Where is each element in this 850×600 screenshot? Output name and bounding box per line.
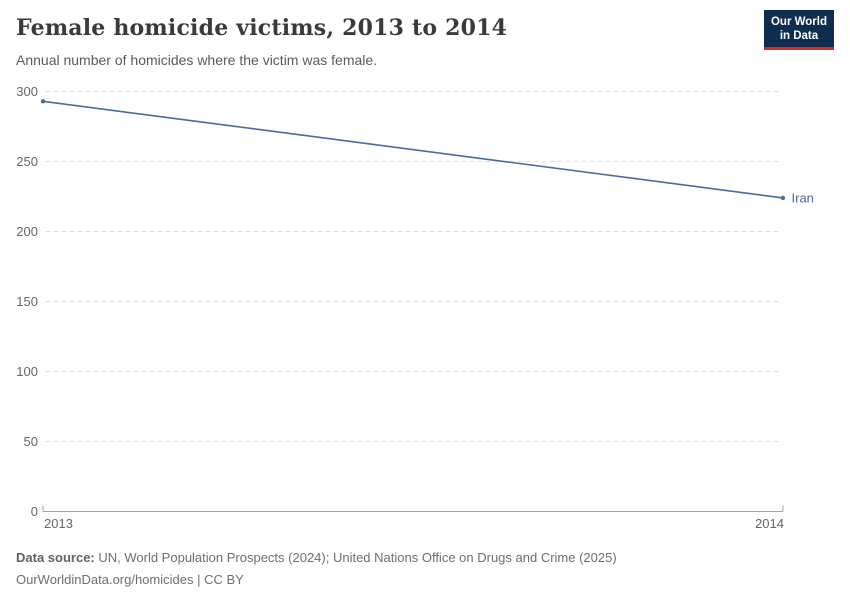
series-point-iran-0 xyxy=(40,99,46,104)
y-tick-label-100: 100 xyxy=(16,364,38,379)
x-axis xyxy=(42,505,784,512)
line-chart: 0 50 100 150 200 250 300 2013 2014 Iran xyxy=(16,84,814,531)
y-tick-label-200: 200 xyxy=(16,224,38,239)
data-source-line: Data source: UN, World Population Prospe… xyxy=(16,547,617,569)
data-source-text: UN, World Population Prospects (2024); U… xyxy=(94,550,617,565)
x-tick-label-2014: 2014 xyxy=(755,516,784,531)
series-end-labels: Iran xyxy=(792,190,814,205)
gridlines xyxy=(46,91,782,442)
license-line[interactable]: OurWorldinData.org/homicides | CC BY xyxy=(16,571,244,587)
data-source-label: Data source: xyxy=(16,550,95,565)
page-title: Female homicide victims, 2013 to 2014 xyxy=(16,15,508,41)
y-tick-label-300: 300 xyxy=(16,84,38,99)
series-line-iran xyxy=(42,100,784,199)
y-tick-label-250: 250 xyxy=(16,154,38,169)
y-tick-label-0: 0 xyxy=(31,504,38,519)
owid-logo[interactable]: Our World in Data xyxy=(763,10,834,50)
y-tick-label-50: 50 xyxy=(24,434,38,449)
y-tick-label-150: 150 xyxy=(16,294,38,309)
chart-footer: Data source: UN, World Population Prospe… xyxy=(16,547,617,590)
series-point-iran-1 xyxy=(780,195,786,201)
y-axis-labels: 0 50 100 150 200 250 300 xyxy=(16,84,38,519)
chart-subtitle: Annual number of homicides where the vic… xyxy=(16,52,378,68)
series-label-iran: Iran xyxy=(792,190,814,205)
x-tick-label-2013: 2013 xyxy=(44,516,73,531)
x-axis-labels: 2013 2014 xyxy=(44,516,784,531)
owid-logo-line2: in Data xyxy=(779,30,819,42)
series-lines xyxy=(40,99,786,201)
owid-logo-line1: Our World xyxy=(770,16,827,28)
